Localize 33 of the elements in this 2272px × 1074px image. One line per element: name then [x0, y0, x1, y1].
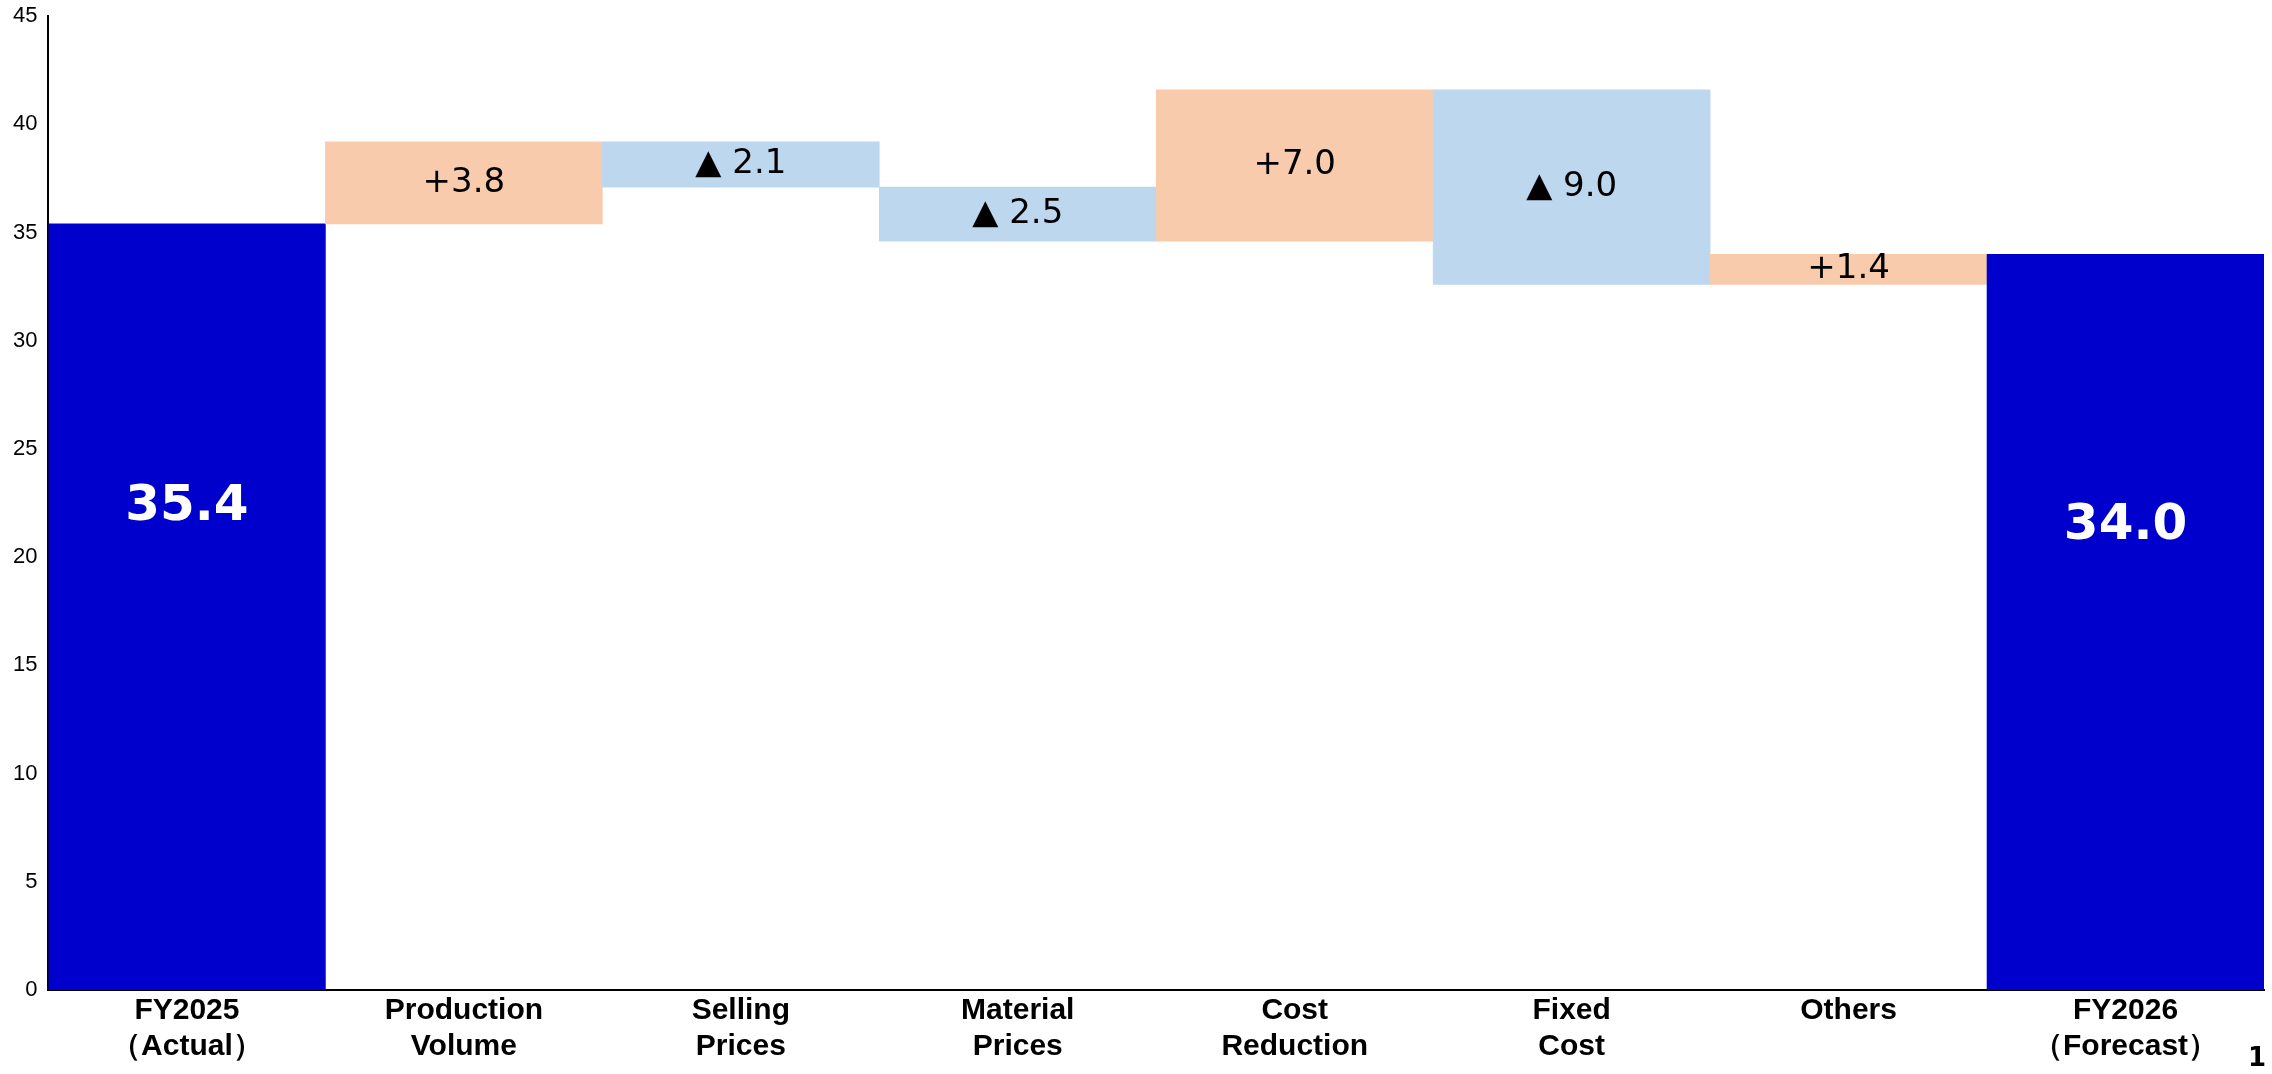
bar: [1432, 89, 1711, 285]
data-label: +7.0: [1253, 142, 1336, 183]
y-tick-label: 20: [12, 543, 38, 569]
bar: [325, 141, 603, 225]
bar: [1155, 89, 1434, 242]
x-tick-label: Production Volume: [384, 992, 544, 1062]
bar: [1986, 253, 2264, 990]
y-tick-label: 5: [25, 867, 38, 893]
x-tick-label: Others: [1800, 992, 1897, 1026]
bar: [1709, 253, 1988, 285]
x-tick-label: FY2025 （Actual）: [111, 992, 263, 1062]
data-label: ▲ 2.5: [972, 191, 1064, 232]
y-tick-label: 15: [12, 651, 38, 677]
y-tick-label: 30: [12, 326, 38, 352]
x-tick-label: Cost Reduction: [1221, 992, 1369, 1062]
x-tick-label: FY2026 （Forecast）: [2033, 992, 2219, 1062]
data-label: 35.4: [125, 474, 249, 533]
y-tick-label: 35: [12, 218, 38, 244]
data-label: +1.4: [1807, 246, 1890, 287]
y-tick-label: 0: [25, 976, 38, 1002]
y-tick-label: 25: [12, 435, 38, 461]
data-label: 34.0: [2063, 493, 2188, 552]
y-tick-label: 45: [12, 2, 38, 28]
y-tick-label: 10: [12, 759, 38, 785]
bar: [48, 223, 326, 990]
x-tick-label: Fixed Cost: [1532, 992, 1611, 1062]
data-label: ▲ 2.1: [695, 141, 787, 182]
data-label: ▲ 9.0: [1526, 163, 1618, 204]
x-tick-label: Selling Prices: [691, 992, 790, 1062]
data-label: +3.8: [422, 159, 506, 200]
x-tick-label: Material Prices: [961, 992, 1075, 1062]
y-tick-label: 40: [12, 110, 38, 136]
text: 1: [2247, 1042, 2266, 1072]
